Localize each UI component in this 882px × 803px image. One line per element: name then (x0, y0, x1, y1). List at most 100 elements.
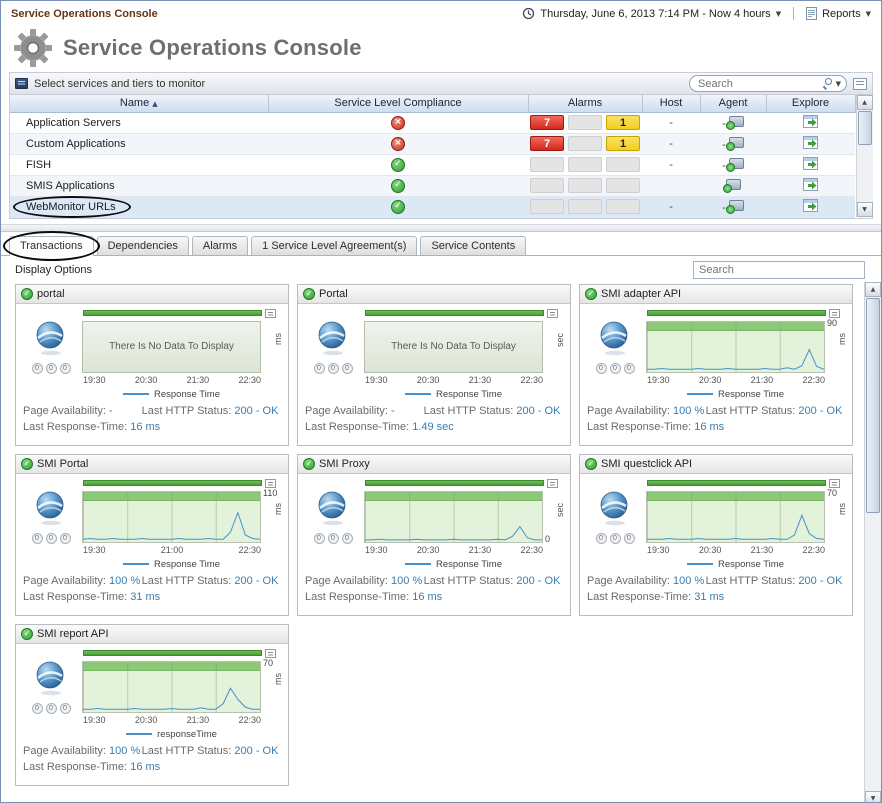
table-row[interactable]: FISH ✓ - - (10, 154, 856, 176)
alarm-warning-cell[interactable] (606, 178, 641, 193)
table-row[interactable]: Application Servers × 7 1 - - (10, 112, 856, 134)
splitter[interactable] (1, 223, 881, 232)
response-time-label: Last Response-Time: (305, 590, 410, 603)
chart-menu-icon[interactable] (265, 648, 276, 658)
column-header-alarms[interactable]: Alarms (528, 95, 643, 113)
tab[interactable]: Dependencies (96, 235, 189, 255)
card-title: SMI Portal (37, 457, 89, 470)
alarm-critical-cell[interactable] (568, 157, 602, 172)
service-name[interactable]: SMIS Applications (26, 179, 115, 192)
compliance-icon[interactable]: ✓ (391, 178, 405, 193)
agent-icon (722, 178, 741, 193)
compliance-icon[interactable]: × (391, 115, 405, 130)
time-range-icon[interactable] (522, 7, 535, 20)
alarm-warning-cell[interactable]: 1 (606, 115, 641, 130)
scroll-up-button[interactable]: ▲ (865, 281, 881, 297)
top-bar: Service Operations Console Thursday, Jun… (1, 1, 881, 26)
display-options-link[interactable]: Display Options (15, 263, 93, 276)
compliance-icon[interactable]: ✓ (391, 157, 405, 172)
y-axis-max: 110 (263, 487, 278, 498)
explore-icon[interactable] (803, 114, 819, 128)
x-axis-labels: 19:30 20:30 21:30 22:30 (365, 545, 543, 555)
tab-label: Transactions (20, 239, 83, 252)
tab[interactable]: Alarms (191, 235, 249, 255)
cards-scrollbar[interactable]: ▲ ▼ (864, 281, 881, 802)
alarm-warning-cell[interactable] (606, 157, 641, 172)
column-header-explore[interactable]: Explore (766, 95, 856, 113)
alarm-fatal-cell[interactable] (530, 199, 564, 214)
compliance-icon[interactable]: × (391, 136, 405, 151)
explore-icon[interactable] (803, 177, 819, 191)
chart-menu-icon[interactable] (265, 308, 276, 318)
host-cell: - (642, 154, 701, 176)
tab-label: Alarms (202, 239, 238, 252)
reports-label[interactable]: Reports (822, 7, 861, 20)
breadcrumb: Service Operations Console (11, 7, 158, 20)
response-time-value: 16 ms (130, 760, 161, 773)
scroll-up-button[interactable]: ▲ (856, 95, 873, 110)
alarm-critical-cell[interactable] (568, 199, 602, 214)
time-range-caret-icon[interactable]: ▼ (775, 10, 782, 18)
search-icon[interactable] (822, 78, 833, 89)
http-status-value: 200 - OK (234, 404, 279, 417)
scroll-track[interactable] (857, 110, 873, 202)
scroll-down-button[interactable]: ▼ (856, 202, 873, 217)
scroll-track[interactable] (865, 297, 881, 791)
scroll-thumb[interactable] (866, 297, 880, 513)
chart-menu-icon[interactable] (829, 478, 840, 488)
services-search-input[interactable] (698, 77, 819, 90)
table-row[interactable]: Custom Applications × 7 1 - - (10, 133, 856, 155)
chart-menu-icon[interactable] (265, 478, 276, 488)
y-axis-unit: sec (555, 332, 565, 347)
scroll-down-button[interactable]: ▼ (865, 790, 881, 802)
search-caret-icon[interactable]: ▼ (835, 80, 841, 88)
table-scrollbar[interactable]: ▲ ▼ (855, 95, 873, 217)
alarm-critical-cell[interactable] (568, 115, 602, 130)
table-row[interactable]: WebMonitor URLs ✓ - - (10, 195, 856, 218)
service-name[interactable]: Application Servers (26, 116, 121, 129)
column-header-agent[interactable]: Agent (700, 95, 767, 113)
table-row[interactable]: SMIS Applications ✓ (10, 175, 856, 197)
alarm-warning-cell[interactable]: 1 (606, 136, 641, 151)
column-header-name[interactable]: Name ▲ (10, 95, 269, 113)
explore-icon[interactable] (803, 198, 819, 212)
explore-icon[interactable] (803, 156, 819, 170)
reports-icon[interactable] (806, 7, 818, 20)
chart-menu-icon[interactable] (829, 308, 840, 318)
alarm-warning-cell[interactable] (606, 199, 641, 214)
services-search[interactable]: ▼ (689, 75, 847, 92)
time-range-label[interactable]: Thursday, June 6, 2013 7:14 PM - Now 4 h… (540, 7, 771, 20)
alarm-fatal-cell[interactable]: 7 (530, 136, 564, 151)
column-header-host[interactable]: Host (642, 95, 701, 113)
alarm-fatal-cell[interactable] (530, 178, 564, 193)
alarm-fatal-cell[interactable] (530, 157, 564, 172)
table-options-icon[interactable] (853, 77, 867, 90)
explore-icon[interactable] (803, 135, 819, 149)
column-header-compliance[interactable]: Service Level Compliance (268, 95, 529, 113)
reports-caret-icon[interactable]: ▼ (865, 10, 871, 18)
tab[interactable]: Service Contents (420, 235, 527, 255)
service-name[interactable]: WebMonitor URLs (26, 200, 116, 213)
chart-menu-icon[interactable] (547, 478, 558, 488)
alarm-fatal-cell[interactable]: 7 (530, 115, 564, 130)
cards-search-input[interactable] (693, 260, 865, 279)
tab[interactable]: 1 Service Level Agreement(s) (251, 235, 418, 255)
service-name[interactable]: FISH (26, 158, 52, 171)
x-axis-labels: 19:30 20:30 21:30 22:30 (365, 375, 543, 385)
tab[interactable]: Transactions (3, 230, 100, 261)
alarm-critical-cell[interactable] (568, 178, 602, 193)
scroll-thumb[interactable] (857, 111, 872, 145)
chart-menu-icon[interactable] (547, 308, 558, 318)
alarm-critical-cell[interactable] (568, 136, 602, 151)
service-name[interactable]: Custom Applications (26, 137, 126, 150)
http-status-label: Last HTTP Status: (423, 404, 514, 417)
card-footer: Page Availability: 100 % Last HTTP Statu… (298, 570, 570, 603)
compliance-icon[interactable]: ✓ (391, 199, 405, 214)
